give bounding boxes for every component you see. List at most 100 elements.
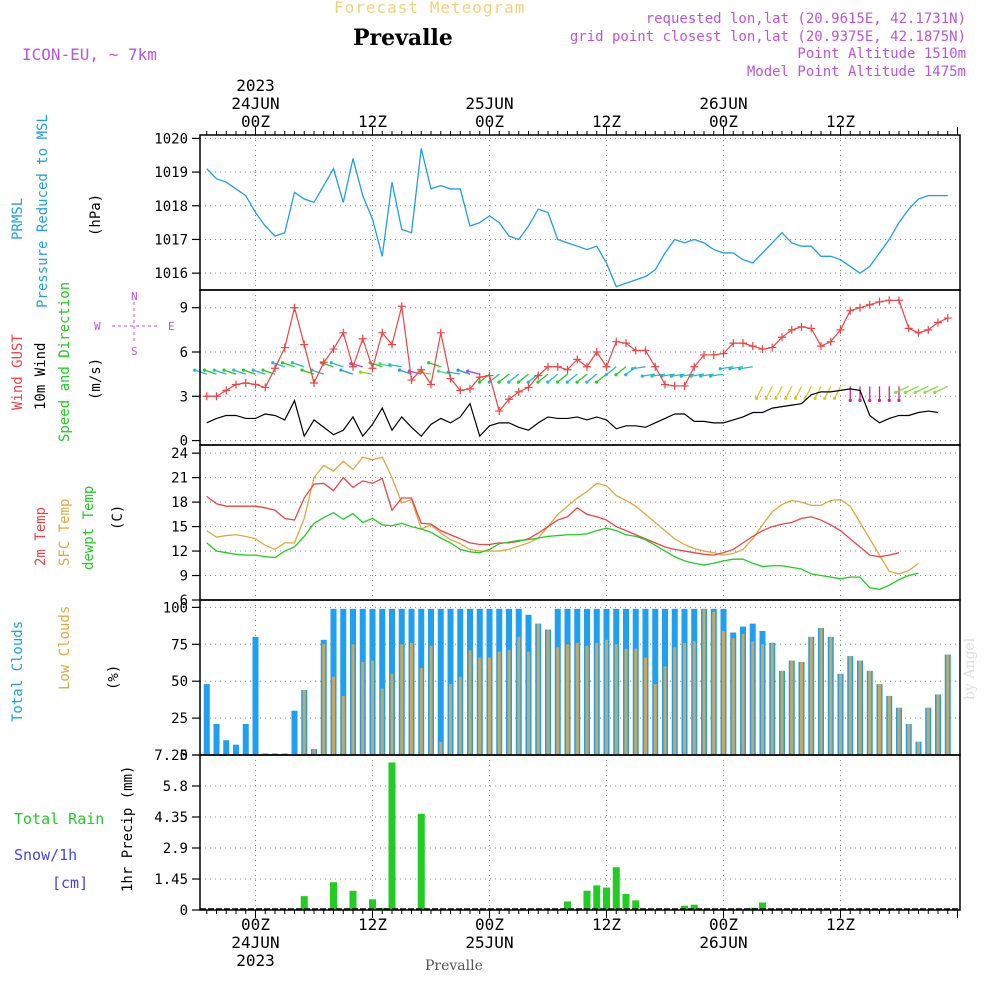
gust-marker (475, 373, 484, 382)
pressure-label: PRMSL (10, 197, 26, 240)
wind-arrow (785, 386, 793, 399)
y-tick-label: 50 (171, 674, 188, 690)
low-cloud-bar (322, 644, 326, 755)
rain-label: Total Rain (14, 810, 105, 828)
wind-arrow-head (708, 374, 713, 378)
low-cloud-bar (332, 676, 335, 755)
gust-marker (934, 318, 942, 327)
wind10-line (206, 388, 939, 438)
total-cloud-bar (447, 608, 454, 755)
gust-marker (690, 362, 699, 371)
y-tick-label: 21 (171, 471, 188, 487)
wind-arrow (370, 362, 383, 368)
low-cloud-bar (790, 660, 794, 755)
wind-arrow (448, 371, 461, 375)
gust-marker (349, 362, 357, 371)
total-cloud-bar (379, 608, 386, 755)
model-altitude: Model Point Altitude 1475m (746, 64, 966, 80)
wind-arrow-head (241, 368, 246, 372)
gust-marker (661, 380, 669, 389)
low-cloud-bar (341, 695, 345, 755)
snow-label: Snow/1h (14, 846, 78, 864)
gust-marker (514, 387, 523, 396)
gust-marker (826, 337, 835, 346)
y-tick-label: 1016 (154, 266, 188, 282)
wind-arrow-head (271, 361, 275, 365)
wind-arrow (632, 366, 646, 370)
wind-arrow-head (202, 368, 207, 372)
low-cloud-bar (848, 656, 852, 755)
wind-arrow-head (784, 396, 788, 400)
gust-marker (719, 349, 728, 358)
low-cloud-bar (517, 636, 521, 755)
wind-arrow (508, 373, 520, 383)
wind-arrow-head (738, 367, 742, 371)
temp-unit: (C) (110, 504, 126, 530)
temp2m-label: 2m Temp (33, 506, 49, 566)
wind-arrow-head (436, 369, 441, 373)
low-cloud-bar (692, 641, 696, 755)
low-cloud-bar (653, 684, 657, 755)
top-time-label: 25JUN (465, 94, 513, 113)
wind-arrow (292, 362, 305, 368)
wind-arrow-head (466, 369, 470, 373)
wind-arrow (223, 369, 237, 375)
low-cloud-bar (468, 650, 472, 755)
y-tick-label: 1018 (154, 199, 188, 215)
low-cloud-bar (429, 645, 433, 755)
wind-dir-label: Speed and Direction (57, 281, 73, 442)
gust-marker (709, 350, 718, 359)
low-cloud-bar (488, 657, 491, 755)
total-cloud-bar (437, 608, 444, 755)
wind-arrow (934, 385, 949, 393)
top-time-label: 00Z (241, 112, 270, 131)
y-tick-label: 6 (180, 345, 188, 361)
gust-marker (397, 302, 406, 311)
low-cloud-bar (624, 648, 628, 755)
wind-arrow-head (456, 368, 460, 372)
y-tick-label: 100 (163, 600, 188, 616)
total-cloud-bar (223, 740, 230, 755)
gust-marker (378, 328, 387, 337)
gust-marker (758, 345, 767, 354)
compass-e: E (168, 320, 175, 333)
low-cloud-bar (536, 623, 540, 755)
low-cloud-bar (800, 662, 803, 755)
top-time-label: 00Z (475, 112, 504, 131)
y-tick-label: 4.35 (154, 810, 188, 826)
gust-marker (446, 374, 455, 383)
wind-arrow-head (823, 396, 827, 400)
rain-bar (564, 901, 571, 910)
pressure-line (206, 148, 948, 288)
gust-marker (271, 364, 279, 373)
gust-marker (856, 303, 864, 312)
wind-arrow (399, 369, 412, 375)
low-cloud-bar (926, 707, 930, 755)
gust-marker (748, 342, 757, 351)
wind-arrow (895, 385, 910, 393)
low-cloud-bar (634, 648, 638, 755)
gust-marker (651, 362, 660, 371)
pressure-desc-label: Pressure Reduced to MSL (35, 114, 51, 308)
y-tick-label: 18 (171, 495, 188, 511)
low-cloud-bar (683, 642, 686, 755)
wind-arrow (243, 369, 256, 375)
low-cloud-bar (712, 611, 716, 755)
wind-arrow-head (555, 380, 560, 384)
low-cloud-bar (419, 667, 423, 755)
wind-arrow (605, 366, 617, 376)
panel-frame (199, 754, 961, 911)
model-label: ICON-EU, ~ 7km (22, 45, 157, 64)
wind-arrow-head (193, 368, 197, 372)
wind-arrow (518, 373, 529, 383)
wind-arrow (755, 386, 764, 399)
total-cloud-bar (340, 608, 347, 755)
low-cloud-bar (702, 608, 706, 755)
gust-marker (573, 355, 582, 364)
total-cloud-bar (242, 724, 249, 755)
wind-arrow-head (261, 368, 265, 372)
gust-marker (895, 296, 903, 305)
wind-arrow-head (624, 373, 628, 377)
total-cloud-bar (203, 684, 210, 755)
wind-arrow-head (933, 390, 937, 394)
